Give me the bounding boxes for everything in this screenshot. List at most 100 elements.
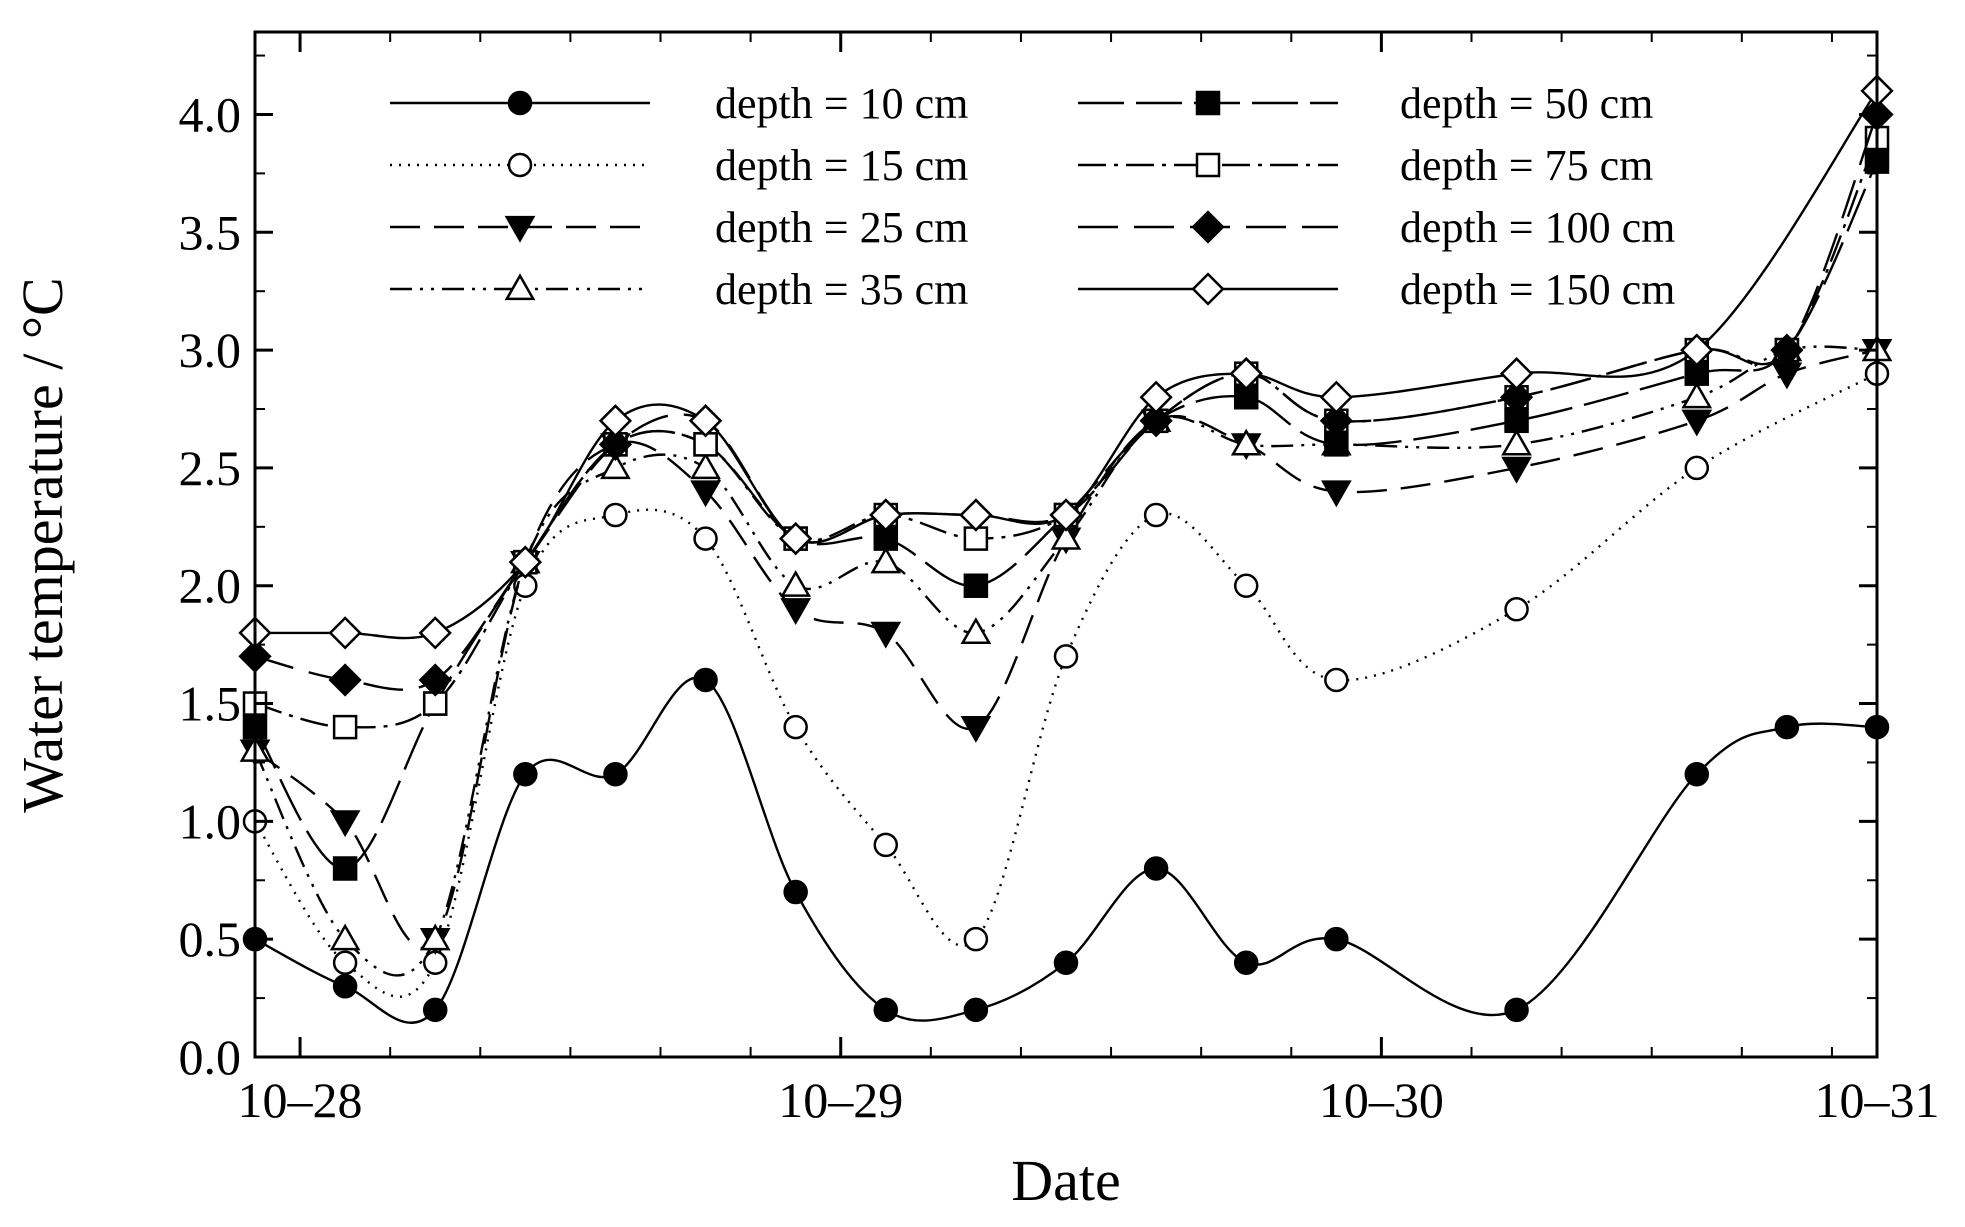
data-point <box>1229 357 1263 391</box>
series-line <box>255 137 1877 729</box>
data-point <box>1499 357 1534 391</box>
data-point <box>1324 926 1349 952</box>
x-tick-label: 10–29 <box>778 1072 903 1128</box>
data-point <box>1139 380 1173 414</box>
legend-marker <box>1191 272 1225 306</box>
series-line <box>255 161 1877 870</box>
legend-label: depth = 25 cm <box>715 203 968 252</box>
data-point <box>600 452 631 480</box>
data-point <box>1680 333 1714 367</box>
legend-marker <box>504 273 536 301</box>
axes: 0.0 0.5 1.0 1.5 2.0 2.5 3.0 3.5 4.0 10–28 10–29 10–… <box>179 32 1940 1128</box>
y-tick-label: 1.5 <box>179 676 242 732</box>
data-point <box>332 714 358 740</box>
data-point <box>963 926 989 952</box>
data-point <box>1504 597 1529 622</box>
legend-item: depth = 150 cm <box>1078 265 1675 314</box>
data-point <box>329 810 361 838</box>
data-point <box>513 761 538 787</box>
legend-item: depth = 50 cm <box>1078 79 1653 128</box>
legend: depth = 10 cm depth = 15 cm depth = 25 cm d… <box>390 79 1675 314</box>
y-tick-label: 0.0 <box>179 1029 242 1085</box>
y-axis-title: Water temperature / °C <box>10 277 75 812</box>
series-2 <box>242 361 1890 998</box>
data-point <box>1684 455 1710 481</box>
legend-item: depth = 75 cm <box>1078 141 1653 190</box>
y-tick-label: 0.5 <box>179 911 242 967</box>
data-point <box>1771 362 1803 390</box>
data-point <box>780 598 812 626</box>
legend-item: depth = 25 cm <box>390 203 968 252</box>
data-point <box>603 761 628 787</box>
data-point <box>1681 409 1713 437</box>
data-point <box>1319 380 1353 414</box>
data-point <box>1053 644 1079 669</box>
data-point <box>328 663 362 697</box>
legend-label: depth = 50 cm <box>1400 79 1653 128</box>
data-point <box>963 573 989 598</box>
legend-label: depth = 35 cm <box>715 265 968 314</box>
legend-marker <box>1191 210 1225 244</box>
y-tick-label: 3.5 <box>179 204 242 260</box>
data-point <box>960 617 992 645</box>
data-point <box>693 667 718 693</box>
data-point <box>779 521 813 556</box>
x-tick-label: 10–28 <box>238 1072 363 1128</box>
data-point <box>960 715 992 743</box>
data-point <box>1143 502 1169 528</box>
data-point <box>1233 950 1259 975</box>
data-point <box>873 997 899 1023</box>
data-point <box>1143 856 1169 881</box>
legend-label: depth = 100 cm <box>1400 203 1675 252</box>
legend-label: depth = 75 cm <box>1400 141 1653 190</box>
data-point <box>1324 667 1349 693</box>
data-point <box>1681 381 1713 409</box>
legend-label: depth = 10 cm <box>715 79 968 128</box>
series-8 <box>238 74 1894 650</box>
series-line <box>255 345 1877 977</box>
x-tick-label: 10–31 <box>1815 1072 1940 1128</box>
data-point <box>1501 456 1532 484</box>
y-tick-label: 3.0 <box>179 322 242 378</box>
data-point <box>603 502 628 528</box>
data-point <box>329 923 361 951</box>
data-point <box>1501 428 1532 456</box>
data-point <box>870 546 902 574</box>
data-point <box>690 480 721 508</box>
data-point <box>332 856 358 881</box>
data-point <box>1319 404 1353 438</box>
data-point <box>1049 498 1083 532</box>
legend-marker <box>507 152 533 178</box>
data-point <box>783 714 808 740</box>
data-point <box>1230 428 1262 456</box>
legend-item: depth = 35 cm <box>390 265 968 314</box>
x-tick-label: 10–30 <box>1319 1072 1444 1128</box>
series-line <box>255 114 1877 691</box>
data-point <box>959 498 993 532</box>
data-point <box>418 663 452 697</box>
y-tick-label: 4.0 <box>179 86 242 142</box>
data-point <box>332 950 358 975</box>
data-point <box>422 997 448 1023</box>
legend-item: depth = 100 cm <box>1078 203 1675 252</box>
data-point <box>1050 522 1082 550</box>
data-point <box>508 545 542 579</box>
data-point <box>1504 997 1529 1023</box>
data-point <box>598 404 633 438</box>
x-axis-title: Date <box>1011 1148 1121 1213</box>
legend-marker <box>507 90 533 116</box>
legend-marker <box>504 215 536 243</box>
legend-marker <box>1195 152 1221 178</box>
data-point <box>1233 573 1259 598</box>
data-point <box>598 427 633 461</box>
data-point <box>1684 761 1710 787</box>
plot-frame <box>253 30 1879 1059</box>
legend-label: depth = 150 cm <box>1400 265 1675 314</box>
data-point <box>690 452 721 480</box>
series-1 <box>242 667 1890 1024</box>
data-point <box>332 974 358 999</box>
data-point <box>693 526 718 551</box>
data-point <box>1139 404 1173 438</box>
legend-marker <box>1195 90 1221 116</box>
